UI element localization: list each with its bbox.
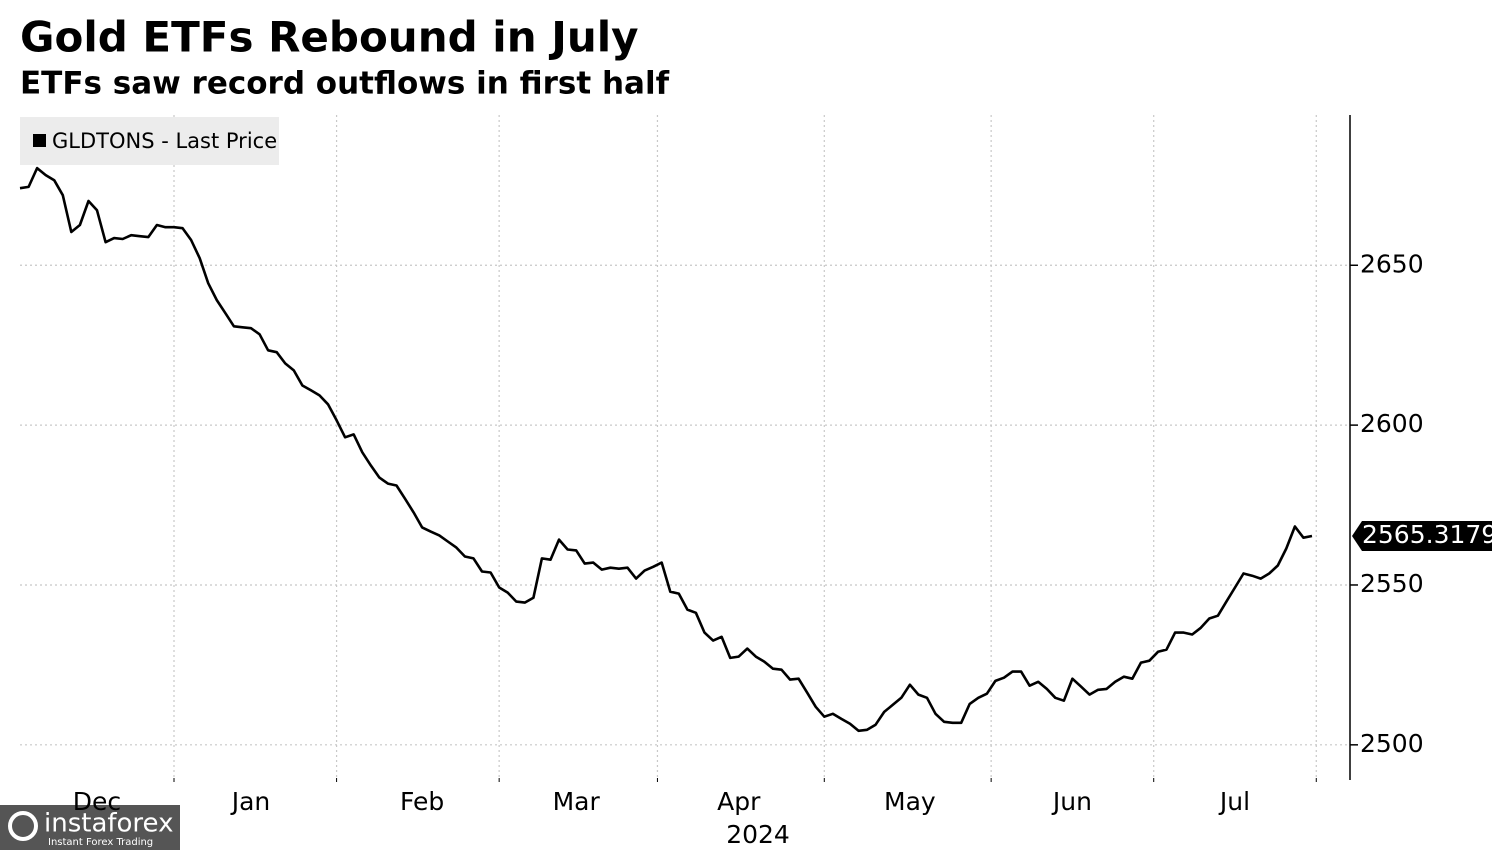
watermark: instaforex Instant Forex Trading — [0, 805, 180, 850]
y-tick-label: 2650 — [1360, 249, 1424, 278]
x-tick-label: May — [884, 787, 936, 816]
legend-label: GLDTONS - Last Price — [52, 129, 277, 153]
x-tick-label: Jan — [230, 787, 271, 816]
x-tick-label: Jul — [1218, 787, 1250, 816]
last-value-label: 2565.3179 — [1362, 520, 1497, 549]
x-tick-label: Mar — [553, 787, 601, 816]
last-value-box — [1352, 521, 1492, 552]
y-tick-label: 2550 — [1360, 569, 1424, 598]
chart-subtitle: ETFs saw record outflows in first half — [20, 66, 670, 102]
watermark-tagline: Instant Forex Trading — [48, 837, 153, 848]
legend-box — [20, 117, 279, 165]
series-line — [19, 166, 1313, 733]
watermark-box — [0, 805, 180, 850]
x-tick-label: Apr — [717, 787, 761, 816]
watermark-brand: instaforex — [44, 809, 173, 839]
x-tick-label: Feb — [400, 787, 444, 816]
y-tick-label: 2500 — [1360, 729, 1424, 758]
legend-swatch — [33, 134, 46, 147]
y-tick-label: 2600 — [1360, 409, 1424, 438]
year-label: 2024 — [726, 820, 790, 849]
x-tick-label: Jun — [1051, 787, 1092, 816]
x-tick-label: Dec — [73, 787, 121, 816]
watermark-icon — [8, 811, 38, 841]
chart-title: Gold ETFs Rebound in July — [20, 13, 639, 62]
